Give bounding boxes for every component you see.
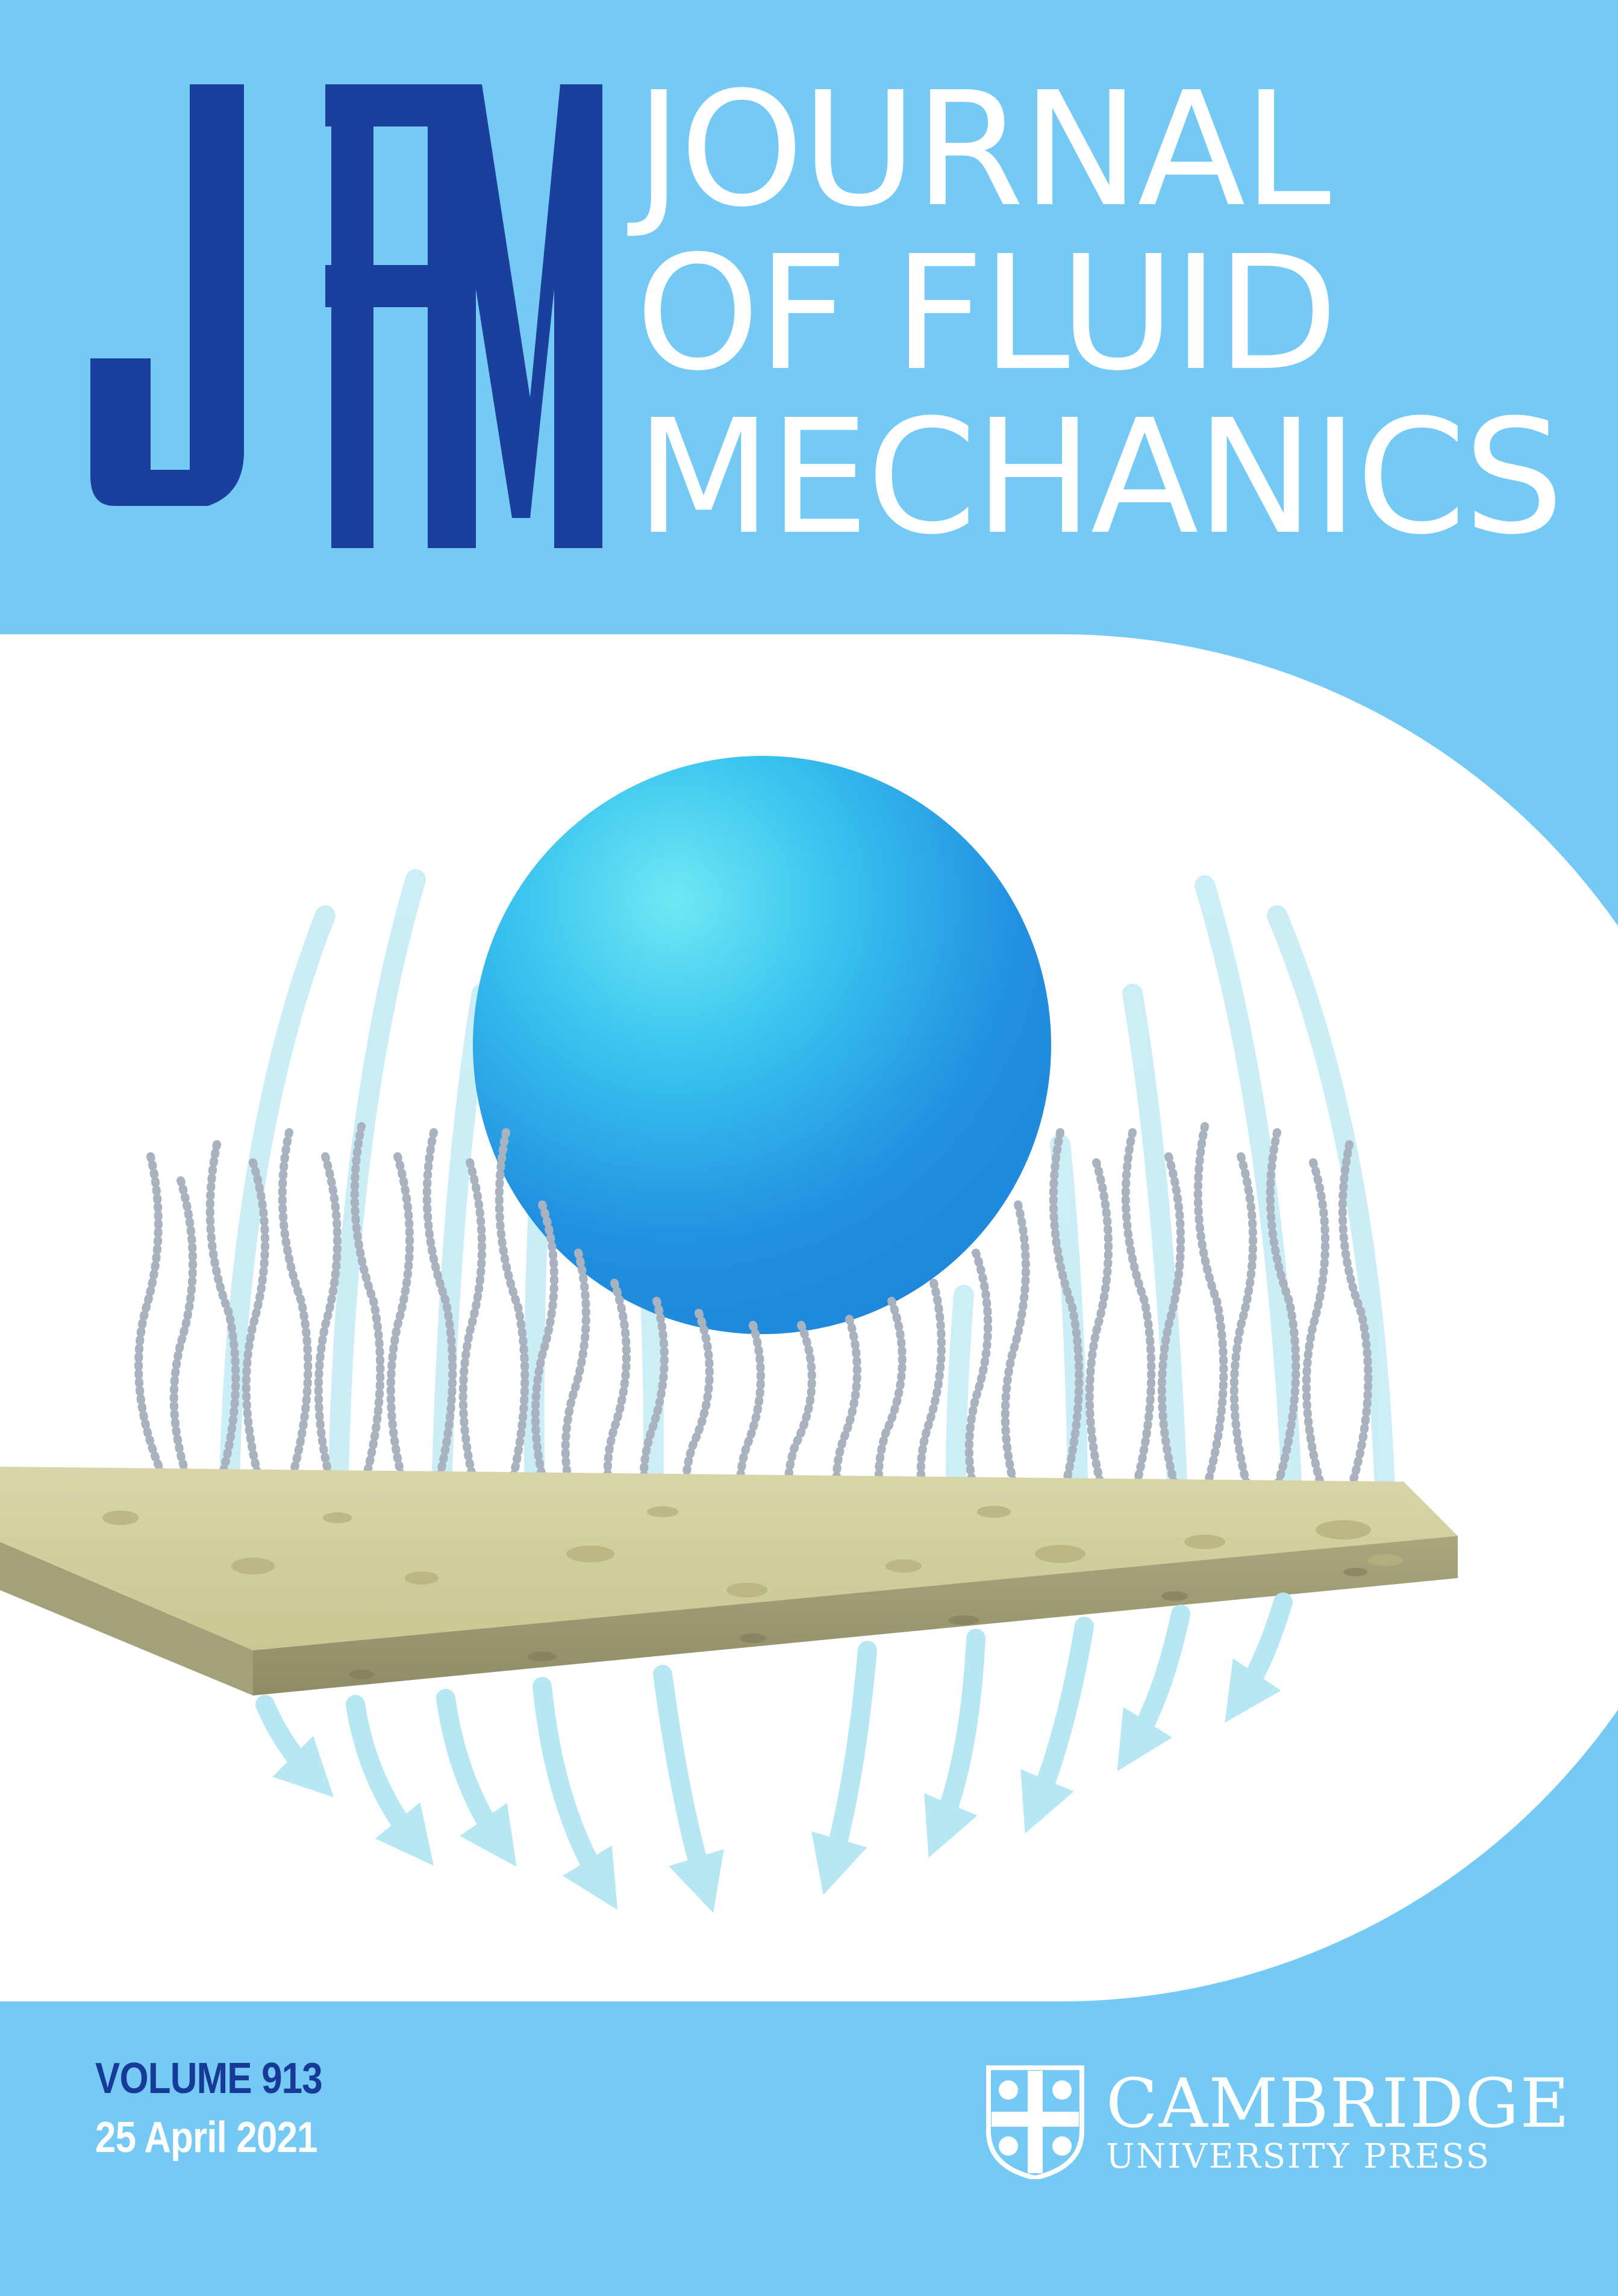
- substrate-left: [0, 1542, 253, 1695]
- publisher-name: CAMBRIDGE: [1106, 2065, 1571, 2143]
- flow-arrows-bottom: [255, 1593, 1293, 1913]
- sphere: [473, 756, 1051, 1334]
- university-crest-icon: [986, 2065, 1084, 2179]
- substrate-top: [0, 1467, 1458, 1650]
- publisher-logo: CAMBRIDGE UNIVERSITY PRESS: [985, 2065, 1569, 2185]
- title-line-1: JOURNAL: [636, 58, 1331, 242]
- polymer-brush: [134, 1122, 1373, 1546]
- substrate-front-pores: [349, 1568, 1367, 1679]
- title-line-2: OF FLUID: [636, 222, 1338, 405]
- issue-date: 25 April 2021: [95, 2114, 317, 2162]
- jfm-logo: [90, 84, 602, 548]
- journal-title: JOURNAL OF FLUID MECHANICS: [636, 58, 1564, 569]
- title-line-3: MECHANICS: [636, 385, 1564, 569]
- publisher-subtitle: UNIVERSITY PRESS: [1106, 2137, 1491, 2176]
- volume-number: VOLUME 913: [95, 2054, 323, 2103]
- substrate-pores: [102, 1506, 1404, 1597]
